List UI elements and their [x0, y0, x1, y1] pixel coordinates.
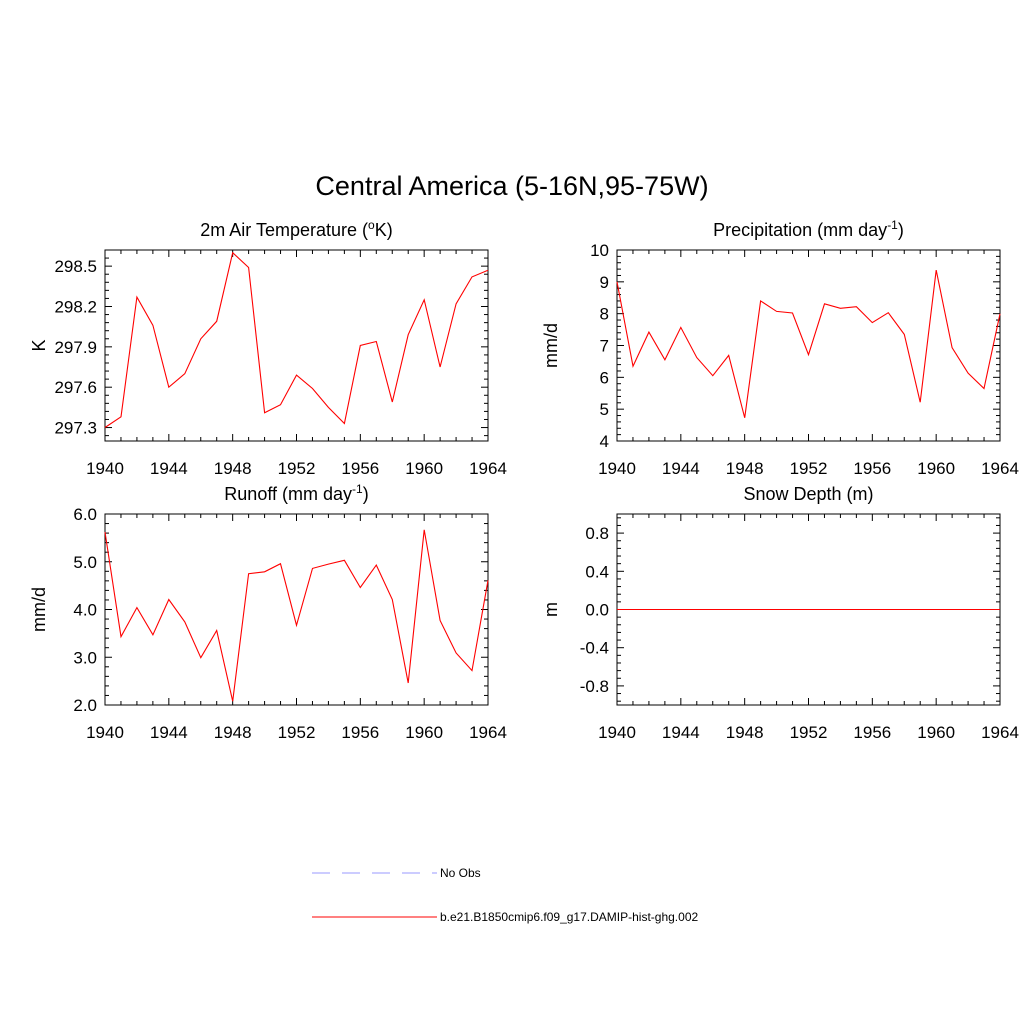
- legend-label: b.e21.B1850cmip6.f09_g17.DAMIP-hist-ghg.…: [440, 910, 698, 924]
- y-tick-label: -0.8: [580, 677, 609, 696]
- y-tick-label: 297.6: [54, 378, 97, 397]
- x-tick-label: 1948: [726, 723, 764, 742]
- y-tick-label: 6: [600, 368, 609, 387]
- plot-frame: [104, 249, 489, 442]
- y-tick-label: 3.0: [73, 648, 97, 667]
- x-tick-label: 1956: [853, 723, 891, 742]
- y-axis-label: K: [29, 339, 49, 351]
- x-tick-label: 1960: [405, 723, 443, 742]
- panel-title: Precipitation (mm day-1): [713, 218, 904, 240]
- plot-frame: [104, 513, 489, 706]
- y-tick-label: 0.8: [585, 524, 609, 543]
- legend-label: No Obs: [440, 866, 481, 880]
- x-tick-label: 1956: [341, 459, 379, 478]
- panel-1: 2m Air Temperature (oK) 1940 1944 1948 1952 1…: [29, 218, 507, 478]
- y-tick-label: 297.9: [54, 338, 97, 357]
- panel-3: Runoff (mm day-1) 1940 1944 1948 1952 1956 196…: [29, 482, 507, 742]
- panel-title: Snow Depth (m): [743, 484, 873, 504]
- x-tick-label: 1944: [150, 459, 188, 478]
- x-tick-label: 1960: [405, 459, 443, 478]
- x-tick-label: 1940: [598, 723, 636, 742]
- x-tick-label: 1940: [598, 459, 636, 478]
- x-tick-label: 1964: [469, 459, 507, 478]
- series-line: [104, 529, 489, 702]
- x-tick-label: 1964: [981, 723, 1019, 742]
- x-tick-label: 1948: [726, 459, 764, 478]
- series-line: [616, 269, 1001, 418]
- x-tick-label: 1960: [917, 459, 955, 478]
- x-tick-label: 1964: [469, 723, 507, 742]
- x-tick-label: 1952: [278, 723, 316, 742]
- y-tick-label: 5.0: [73, 553, 97, 572]
- x-tick-label: 1944: [662, 723, 700, 742]
- panels: 2m Air Temperature (oK) 1940 1944 1948 1952 1…: [29, 218, 1019, 742]
- x-tick-label: 1952: [790, 459, 828, 478]
- panel-title: 2m Air Temperature (oK): [200, 218, 392, 240]
- y-tick-label: 9: [600, 273, 609, 292]
- y-axis-label: m: [541, 602, 561, 617]
- x-tick-label: 1956: [853, 459, 891, 478]
- y-axis-label: mm/d: [541, 323, 561, 368]
- y-tick-label: 10: [590, 241, 609, 260]
- y-tick-label: 5: [600, 400, 609, 419]
- x-tick-label: 1940: [86, 459, 124, 478]
- y-tick-label: 2.0: [73, 696, 97, 715]
- legend: No Obs b.e21.B1850cmip6.f09_g17.DAMIP-his…: [312, 866, 698, 924]
- legend-entry: No Obs: [312, 866, 481, 880]
- x-tick-label: 1948: [214, 459, 252, 478]
- y-tick-label: 6.0: [73, 505, 97, 524]
- x-tick-label: 1944: [150, 723, 188, 742]
- y-tick-label: 4: [600, 432, 609, 451]
- y-axis-label: mm/d: [29, 587, 49, 632]
- y-tick-label: 297.3: [54, 419, 97, 438]
- panel-4: Snow Depth (m) 1940 1944 1948 1952 1956 1960 19…: [541, 484, 1019, 742]
- plot-frame: [616, 249, 1001, 442]
- x-tick-label: 1960: [917, 723, 955, 742]
- x-tick-label: 1964: [981, 459, 1019, 478]
- x-tick-label: 1952: [790, 723, 828, 742]
- x-tick-label: 1940: [86, 723, 124, 742]
- y-tick-label: 298.5: [54, 257, 97, 276]
- panel-title: Runoff (mm day-1): [224, 482, 368, 504]
- y-tick-label: 7: [600, 337, 609, 356]
- series-line: [104, 251, 489, 428]
- y-tick-label: 0.4: [585, 562, 609, 581]
- legend-entry: b.e21.B1850cmip6.f09_g17.DAMIP-hist-ghg.…: [312, 910, 698, 924]
- y-tick-label: 0.0: [585, 601, 609, 620]
- x-tick-label: 1948: [214, 723, 252, 742]
- x-tick-label: 1944: [662, 459, 700, 478]
- y-tick-label: 4.0: [73, 601, 97, 620]
- figure-title: Central America (5-16N,95-75W): [315, 171, 708, 201]
- panel-2: Precipitation (mm day-1) 1940 1944 1948 1952…: [541, 218, 1019, 478]
- x-tick-label: 1952: [278, 459, 316, 478]
- y-tick-label: 8: [600, 305, 609, 324]
- y-tick-label: -0.4: [580, 639, 609, 658]
- y-tick-label: 298.2: [54, 297, 97, 316]
- x-tick-label: 1956: [341, 723, 379, 742]
